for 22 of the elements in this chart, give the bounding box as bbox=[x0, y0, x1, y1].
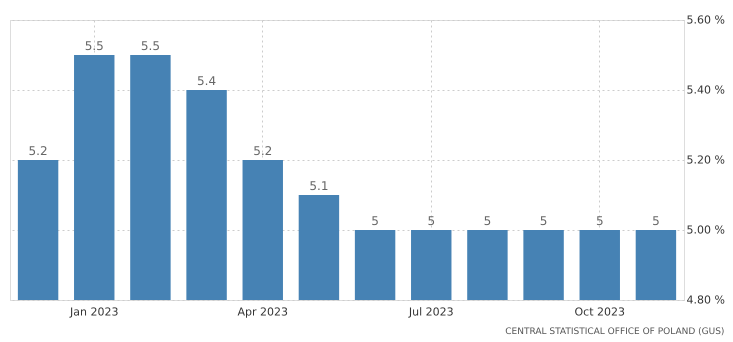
data-label: 5.2 bbox=[28, 144, 48, 158]
y-tick-label: 5.60 % bbox=[686, 14, 725, 26]
data-label: 5.1 bbox=[309, 179, 328, 193]
x-tick-label: Apr 2023 bbox=[237, 306, 288, 318]
y-tick-label: 5.20 % bbox=[686, 154, 725, 166]
data-label: 5.5 bbox=[84, 39, 104, 53]
data-label: 5.4 bbox=[197, 74, 216, 88]
text: CENTRAL STATISTICAL OFFICE OF POLAND (GUS) bbox=[505, 327, 724, 337]
data-label: 5 bbox=[596, 214, 604, 228]
x-tick-label: Jan 2023 bbox=[69, 306, 118, 318]
data-label: 5 bbox=[427, 214, 436, 228]
data-label: 5.2 bbox=[253, 144, 272, 158]
x-tick-label: Oct 2023 bbox=[574, 306, 626, 318]
data-label: 5 bbox=[652, 214, 660, 228]
x-tick-label: Jul 2023 bbox=[408, 306, 454, 318]
y-tick-label: 5.00 % bbox=[686, 224, 725, 236]
data-label: 5 bbox=[540, 214, 548, 228]
data-label: 5 bbox=[484, 214, 492, 228]
y-tick-label: 5.40 % bbox=[686, 84, 725, 96]
y-tick-label: 4.80 % bbox=[686, 294, 725, 306]
data-label: 5 bbox=[371, 214, 379, 228]
data-label: 5.5 bbox=[140, 39, 160, 53]
